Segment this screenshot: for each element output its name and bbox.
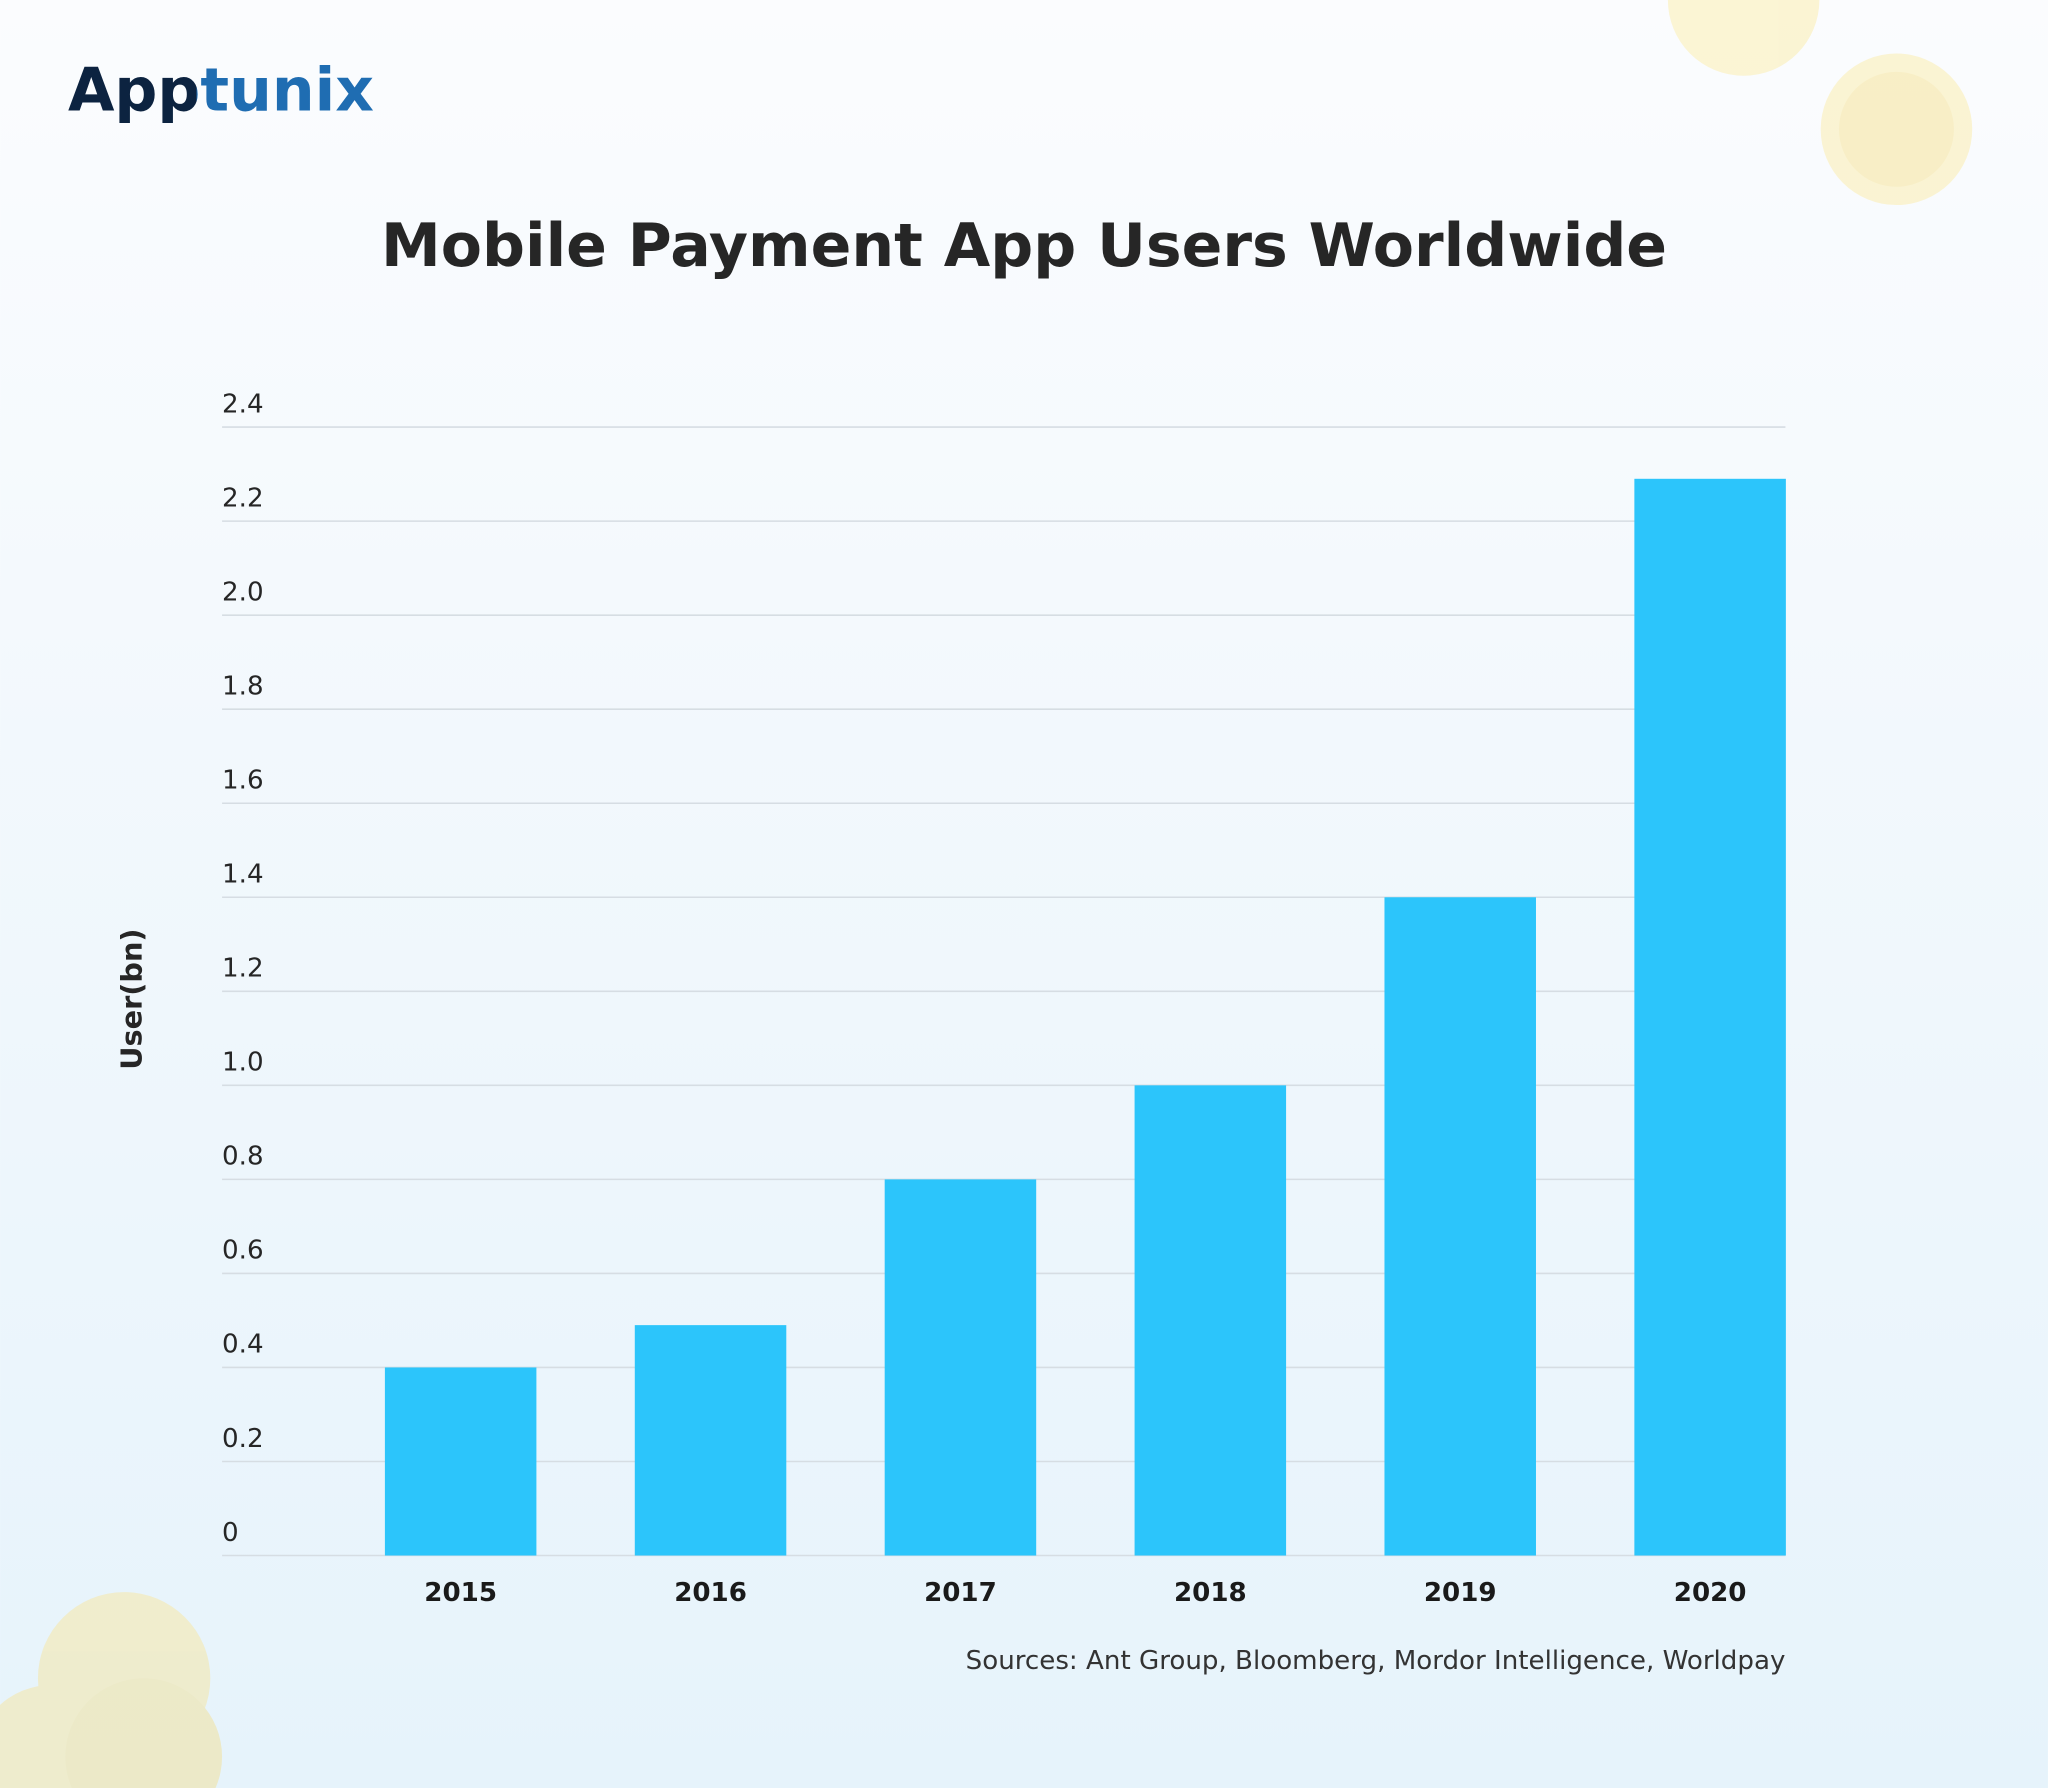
x-tick-label: 2017 — [924, 1578, 997, 1608]
y-tick-label: 0.4 — [222, 1330, 264, 1360]
bar — [384, 1367, 537, 1556]
y-tick-label: 0.8 — [222, 1142, 264, 1172]
logo: Apptunix — [68, 56, 374, 126]
y-tick-label: 1.8 — [222, 671, 264, 701]
y-tick-label: 2.2 — [222, 483, 264, 513]
chart-title: Mobile Payment App Users Worldwide — [381, 211, 1667, 281]
bar — [1384, 897, 1536, 1556]
y-tick-label: 1.6 — [222, 766, 264, 796]
y-tick-label: 0.6 — [222, 1236, 264, 1266]
x-tick-label: 2020 — [1674, 1578, 1747, 1608]
bar — [884, 1179, 1037, 1556]
bar — [1134, 1085, 1287, 1556]
y-tick-label: 1.4 — [222, 860, 264, 890]
x-tick-label: 2018 — [1174, 1578, 1247, 1608]
y-tick-label: 2.0 — [222, 577, 264, 607]
x-tick-label: 2019 — [1424, 1578, 1497, 1608]
bar — [1634, 478, 1786, 1556]
source-note: Sources: Ant Group, Bloomberg, Mordor In… — [966, 1646, 1786, 1676]
coins — [0, 0, 1973, 1788]
y-tick-label: 0.2 — [222, 1424, 264, 1454]
bar — [634, 1325, 787, 1556]
y-axis-label: User(bn) — [114, 928, 148, 1069]
y-tick-label: 1.0 — [222, 1048, 264, 1078]
y-tick-label: 2.4 — [222, 389, 264, 419]
x-tick-label: 2015 — [424, 1578, 497, 1608]
x-tick-label: 2016 — [674, 1578, 747, 1608]
y-tick-label: 0 — [222, 1518, 239, 1548]
y-tick-label: 1.2 — [222, 954, 264, 984]
